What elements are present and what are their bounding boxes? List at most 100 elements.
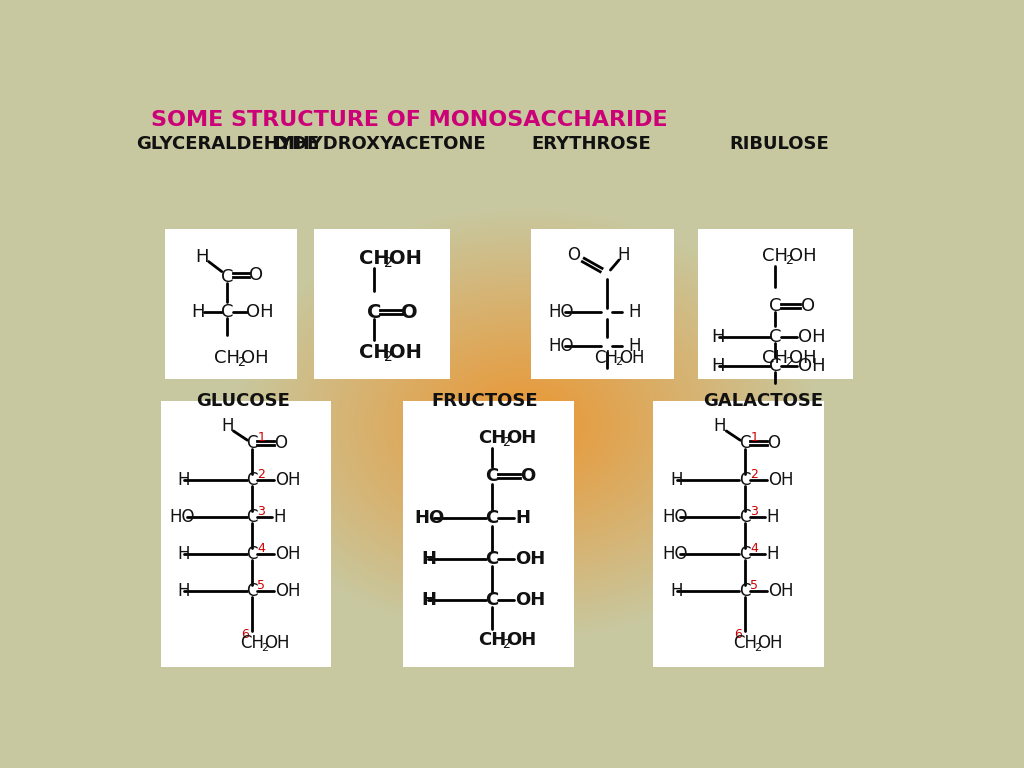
Text: HO: HO bbox=[548, 303, 573, 321]
Text: C: C bbox=[739, 545, 751, 563]
Text: 2: 2 bbox=[237, 356, 245, 369]
Text: O: O bbox=[801, 297, 815, 315]
Text: ERYTHROSE: ERYTHROSE bbox=[531, 134, 651, 153]
Text: 1: 1 bbox=[751, 432, 758, 445]
Text: RIBULOSE: RIBULOSE bbox=[729, 134, 828, 153]
Text: O: O bbox=[401, 303, 418, 322]
Text: H: H bbox=[177, 545, 190, 563]
Text: CH: CH bbox=[358, 343, 389, 362]
Text: H: H bbox=[671, 582, 683, 600]
Text: H: H bbox=[629, 303, 641, 321]
Text: 1: 1 bbox=[257, 432, 265, 445]
Text: 2: 2 bbox=[502, 637, 510, 650]
Text: 5: 5 bbox=[751, 579, 759, 592]
Text: HO: HO bbox=[663, 545, 688, 563]
Text: OH: OH bbox=[768, 472, 794, 489]
Text: OH: OH bbox=[620, 349, 645, 367]
Text: OH: OH bbox=[264, 634, 290, 653]
Bar bbox=[403, 401, 573, 667]
Text: C: C bbox=[221, 268, 233, 286]
Text: H: H bbox=[177, 472, 190, 489]
Text: OH: OH bbox=[799, 357, 826, 376]
Text: 2: 2 bbox=[754, 643, 761, 653]
Text: OH: OH bbox=[788, 247, 816, 265]
Text: 5: 5 bbox=[257, 579, 265, 592]
Text: C: C bbox=[485, 591, 499, 608]
Text: C: C bbox=[367, 303, 381, 322]
Text: H: H bbox=[617, 247, 630, 264]
Text: HO: HO bbox=[170, 508, 196, 526]
Text: 2: 2 bbox=[615, 357, 623, 367]
Text: H: H bbox=[422, 550, 436, 568]
Text: 2: 2 bbox=[384, 257, 393, 270]
Text: H: H bbox=[712, 357, 725, 376]
Bar bbox=[653, 401, 824, 667]
Text: CH: CH bbox=[762, 349, 788, 367]
Text: H: H bbox=[714, 417, 726, 435]
Text: C: C bbox=[246, 508, 258, 526]
Text: H: H bbox=[712, 328, 725, 346]
Text: O: O bbox=[274, 434, 287, 452]
Text: 3: 3 bbox=[751, 505, 758, 518]
Text: GLYCERALDEHYDE: GLYCERALDEHYDE bbox=[135, 134, 318, 153]
Text: 2: 2 bbox=[261, 643, 268, 653]
Text: OH: OH bbox=[241, 349, 268, 367]
Text: OH: OH bbox=[515, 591, 546, 608]
Text: 2: 2 bbox=[384, 350, 393, 364]
Text: O: O bbox=[567, 247, 581, 264]
Text: 2: 2 bbox=[257, 468, 265, 482]
Text: 2: 2 bbox=[751, 468, 758, 482]
Text: H: H bbox=[671, 472, 683, 489]
Text: OH: OH bbox=[799, 328, 826, 346]
Text: H: H bbox=[221, 417, 233, 435]
Text: 2: 2 bbox=[502, 436, 510, 449]
Text: CH: CH bbox=[595, 349, 618, 367]
Text: C: C bbox=[485, 550, 499, 568]
Text: H: H bbox=[422, 591, 436, 608]
Text: C: C bbox=[485, 509, 499, 527]
Text: C: C bbox=[246, 472, 258, 489]
Text: H: H bbox=[767, 545, 779, 563]
Text: C: C bbox=[769, 297, 781, 315]
Text: 3: 3 bbox=[257, 505, 265, 518]
Text: H: H bbox=[629, 337, 641, 356]
Text: OH: OH bbox=[506, 429, 537, 447]
Text: HO: HO bbox=[414, 509, 444, 527]
Text: HO: HO bbox=[663, 508, 688, 526]
Text: OH: OH bbox=[768, 582, 794, 600]
Text: C: C bbox=[739, 582, 751, 600]
Text: 6: 6 bbox=[734, 627, 741, 641]
Text: H: H bbox=[273, 508, 286, 526]
Text: OH: OH bbox=[788, 349, 816, 367]
Text: 2: 2 bbox=[784, 356, 793, 369]
Text: C: C bbox=[769, 328, 781, 346]
Text: OH: OH bbox=[389, 249, 422, 268]
Text: CH: CH bbox=[214, 349, 241, 367]
Text: 4: 4 bbox=[257, 542, 265, 555]
Text: CH: CH bbox=[478, 429, 507, 447]
Text: C: C bbox=[246, 545, 258, 563]
Text: OH: OH bbox=[506, 631, 537, 649]
Bar bbox=[161, 401, 331, 667]
Text: C: C bbox=[221, 303, 233, 320]
Text: O: O bbox=[767, 434, 780, 452]
Text: O: O bbox=[520, 468, 536, 485]
Text: C: C bbox=[739, 434, 751, 452]
Text: GLUCOSE: GLUCOSE bbox=[196, 392, 290, 410]
Bar bbox=[165, 229, 297, 379]
Text: FRUCTOSE: FRUCTOSE bbox=[431, 392, 538, 410]
Text: OH: OH bbox=[275, 545, 301, 563]
Text: SOME STRUCTURE OF MONOSACCHARIDE: SOME STRUCTURE OF MONOSACCHARIDE bbox=[152, 110, 668, 130]
Text: 6: 6 bbox=[241, 627, 249, 641]
Text: O: O bbox=[249, 266, 263, 284]
Bar bbox=[531, 229, 675, 379]
Bar bbox=[314, 229, 450, 379]
Text: CH: CH bbox=[733, 634, 757, 653]
Bar bbox=[697, 229, 853, 379]
Text: GALACTOSE: GALACTOSE bbox=[703, 392, 823, 410]
Text: HO: HO bbox=[548, 337, 573, 356]
Text: CH: CH bbox=[358, 249, 389, 268]
Text: CH: CH bbox=[762, 247, 788, 265]
Text: H: H bbox=[515, 509, 530, 527]
Text: CH: CH bbox=[240, 634, 264, 653]
